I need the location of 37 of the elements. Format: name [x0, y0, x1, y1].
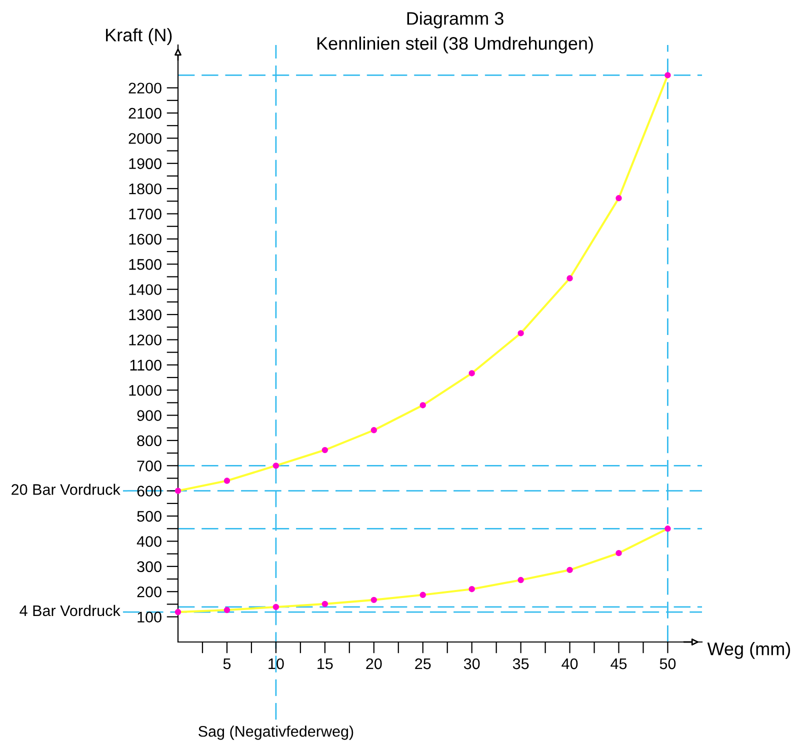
y-tick-label: 900 [137, 410, 162, 421]
x-tick-label: 25 [415, 658, 431, 670]
y-tick-label: 200 [137, 586, 162, 598]
x-tick-label: 50 [660, 658, 676, 670]
y-tick-label: 1300 [129, 309, 162, 320]
x-axis-title: Weg (mm) [707, 642, 790, 659]
x-tick-label: 35 [512, 658, 529, 670]
y-tick-label: 800 [137, 435, 162, 446]
ref-line-label: Sag (Negativfederweg) [198, 726, 354, 740]
y-tick-label: 1700 [129, 208, 162, 220]
x-tick-label: 40 [562, 658, 578, 670]
x-tick-label: 45 [610, 658, 627, 670]
x-tick-label: 20 [366, 658, 382, 670]
y-tick-label: 1400 [129, 284, 162, 296]
y-tick-label: 1900 [129, 158, 162, 170]
y-tick-label: 400 [136, 536, 162, 547]
x-tick-label: 15 [318, 658, 333, 670]
y-tick-label: 1100 [130, 360, 162, 371]
y-tick-label: 1500 [129, 259, 162, 270]
y-tick-label: 700 [137, 460, 162, 472]
y-tick-label: 2000 [128, 133, 162, 144]
y-axis-title: Kraft (N) [106, 28, 172, 45]
y-tick-label: 1600 [129, 234, 162, 245]
ref-line-label: 4 Bar Vordruck [20, 604, 120, 616]
chart-subtitle: Kennlinien steil (38 Umdrehungen) [317, 36, 593, 54]
y-tick-label: 100 [138, 612, 162, 622]
y-tick-label: 2100 [128, 108, 162, 119]
ref-line-label: 20 Bar Vordruck [12, 484, 120, 495]
y-tick-label: 300 [137, 561, 162, 572]
y-tick-label: 500 [137, 510, 162, 522]
y-tick-label: 2200 [128, 82, 162, 94]
y-tick-label: 1200 [129, 334, 162, 346]
x-tick-label: 5 [223, 658, 231, 670]
y-tick-label: 1000 [129, 384, 162, 396]
chart-title: Diagramm 3 [407, 12, 504, 28]
y-tick-label: 1800 [129, 183, 162, 194]
x-tick-label: 30 [464, 658, 480, 670]
